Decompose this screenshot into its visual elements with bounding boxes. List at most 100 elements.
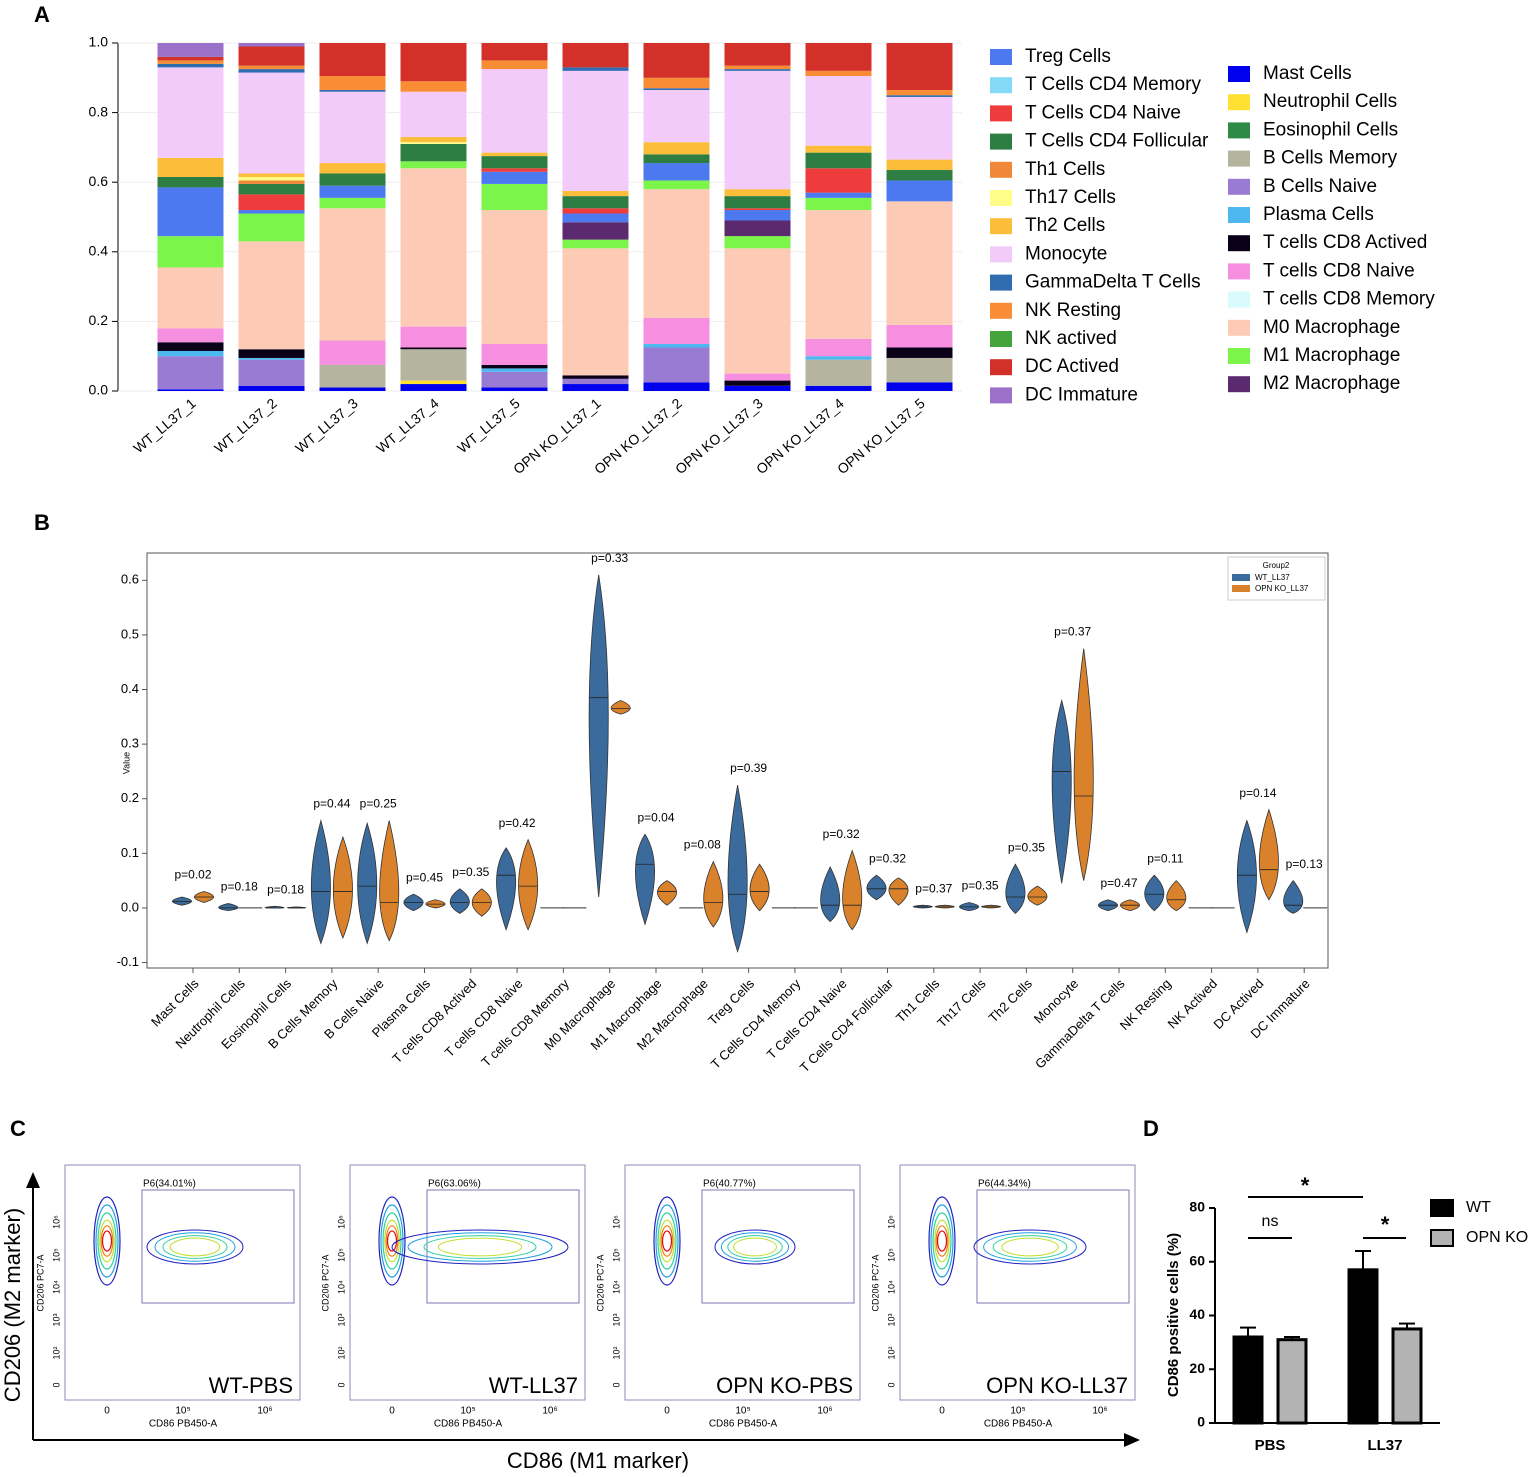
legend-label: T cells CD8 Actived [1263,232,1427,253]
y-tick-label: 10³ [336,1313,346,1326]
violin [1144,874,1165,912]
bar-segment [157,67,224,158]
y-tick-label: 0.6 [89,173,109,189]
bar-segment [238,349,305,358]
bar-segment [724,385,791,391]
p-value-label: p=0.35 [452,865,489,879]
legend-label: Monocyte [1025,243,1107,264]
bar-segment [400,168,467,327]
x-tick-label: Th2 Cells [986,976,1036,1026]
bar-segment [724,220,791,237]
y-tick-label: 0 [611,1382,621,1387]
x-tick-label: Th17 Cells [934,976,989,1031]
bar-segment [319,340,386,365]
bar-segment [886,170,953,181]
bar-segment [157,63,224,68]
contour [146,1229,244,1265]
bar [1276,1338,1308,1425]
bar-segment [724,210,791,221]
bar-segment [805,359,872,386]
contour [162,1235,228,1259]
legend-label: Th17 Cells [1025,187,1116,208]
bar-segment [400,326,467,348]
y-tick-label: 0.4 [89,243,109,259]
y-tick-label: 10⁵ [886,1248,896,1262]
x-axis-label: CD86 PB450-A [984,1419,1053,1430]
violin [657,880,677,906]
bar-segment [238,241,305,350]
bar-segment [805,356,872,360]
y-tick-label: 10³ [886,1313,896,1326]
bar-segment [319,185,386,198]
bar-segment [481,183,548,211]
violin [1283,879,1304,914]
contour [720,1232,790,1262]
bar-segment [562,375,629,379]
violin [727,785,748,953]
violin [1005,863,1026,914]
bar-segment [319,364,386,388]
x-tick-label: OPN KO_LL37_5 [834,395,928,477]
contour [100,1225,114,1257]
contour [934,1219,950,1263]
legend-swatch [1228,235,1250,252]
violin [1166,880,1187,912]
bar-segment [805,168,872,193]
y-tick-label: 10⁵ [611,1248,621,1262]
y-tick-label: 10² [886,1346,896,1359]
contour [95,1204,119,1278]
legend-swatch [1430,1229,1454,1247]
y-tick-label: 10⁶ [336,1215,346,1229]
y-tick-label: 80 [1189,1199,1205,1215]
arrow-head [1124,1433,1140,1447]
bar-segment [481,368,548,372]
y-tick-label: 0.5 [121,626,139,641]
bar-segment [886,43,953,90]
legend-label: WT [1466,1199,1491,1216]
p-value-label: p=0.32 [869,851,906,865]
y-tick-label: -0.1 [117,954,139,969]
contour [930,1204,954,1278]
y-tick-label: 0.0 [89,382,109,398]
x-tick-label: 10⁵ [735,1406,750,1417]
bar-segment [400,91,467,137]
bar-segment [886,89,953,96]
contour [657,1212,677,1270]
legend-label: OPN KO_LL37 [1255,584,1309,593]
contour [659,1219,675,1263]
bar-segment [886,382,953,391]
legend-swatch [990,133,1012,150]
bar-segment [400,43,467,82]
y-tick-label: 10⁴ [886,1280,896,1294]
y-tick-label: 0.2 [89,312,109,328]
x-tick-label: WT_LL37_4 [373,395,442,456]
bar-segment [724,248,791,374]
legend-swatch [990,161,1012,178]
contour [380,1204,404,1278]
y-tick-label: 10² [611,1346,621,1359]
bar-segment [643,154,710,164]
bar-segment [400,347,467,350]
y-tick-label: 0.4 [121,681,139,696]
violin [1027,885,1048,906]
legend-label: WT_LL37 [1255,573,1290,582]
p-value-label: p=0.02 [174,868,211,882]
legend-label: NK Resting [1025,300,1121,321]
legend-swatch [1228,66,1250,82]
y-axis-label: CD206 PC7-A [320,1254,330,1311]
bar-segment [157,328,224,343]
bar-segment [481,168,548,172]
panel-label: A [34,2,50,27]
legend-label: T Cells CD4 Memory [1025,74,1201,95]
bar-segment [886,357,953,383]
bar-segment [886,96,953,160]
x-tick-label: 10⁶ [1092,1406,1107,1417]
bar-segment [400,349,467,381]
bar-segment [643,344,710,348]
bar-segment [238,176,305,181]
x-axis-label: CD86 PB450-A [149,1419,218,1430]
contour [973,1229,1087,1265]
bar-segment [157,350,224,357]
contour [169,1237,221,1257]
bar-segment [562,67,629,71]
